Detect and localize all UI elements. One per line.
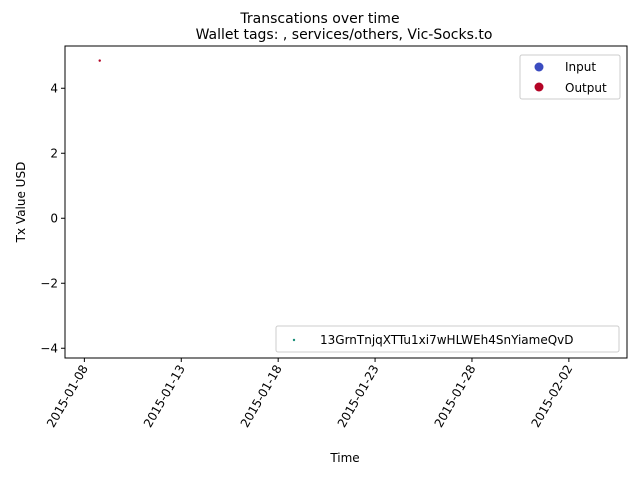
plot-frame: [64, 45, 628, 359]
x-tick-label: 2015-01-08: [44, 363, 91, 430]
legend-wallets-box: [275, 325, 620, 353]
y-axis: 4 2 0 −2 −4: [40, 81, 65, 355]
legend-wallets: 13GrnTnjqXTTu1xi7wHLWEh4SnYiameQvD: [275, 325, 620, 353]
y-tick-label: −2: [40, 276, 58, 290]
x-tick-label: 2015-01-28: [432, 363, 479, 430]
data-points: [98, 59, 101, 62]
x-axis-label: Time: [329, 451, 359, 465]
legend-output-marker: [534, 82, 544, 92]
x-tick-label: 2015-01-13: [141, 363, 188, 430]
y-tick-label: 2: [50, 146, 58, 160]
data-point: [98, 59, 101, 62]
y-axis-label: Tx Value USD: [14, 162, 28, 244]
x-tick-label: 2015-02-02: [528, 363, 575, 430]
legend-types-box: [519, 54, 621, 100]
chart-title: Wallet tags: , services/others, Vic-Sock…: [196, 27, 493, 43]
legend-wallet-label: 13GrnTnjqXTTu1xi7wHLWEh4SnYiameQvD: [320, 333, 574, 347]
y-tick-label: 0: [50, 211, 58, 225]
y-tick-label: −4: [40, 341, 58, 355]
chart-suptitle: Transcations over time: [239, 11, 399, 27]
legend-input-label: Input: [565, 60, 596, 74]
plot-area: [64, 45, 628, 359]
x-tick-label: 2015-01-18: [238, 363, 285, 430]
x-tick-label: 2015-01-23: [335, 363, 382, 430]
legend-types: Input Output: [519, 54, 621, 100]
legend-input-marker: [534, 62, 544, 72]
legend-wallet-marker: [292, 338, 296, 342]
y-tick-label: 4: [50, 81, 58, 95]
legend-output-label: Output: [565, 81, 607, 95]
x-axis: 2015-01-08 2015-01-13 2015-01-18 2015-01-23…: [44, 358, 575, 430]
